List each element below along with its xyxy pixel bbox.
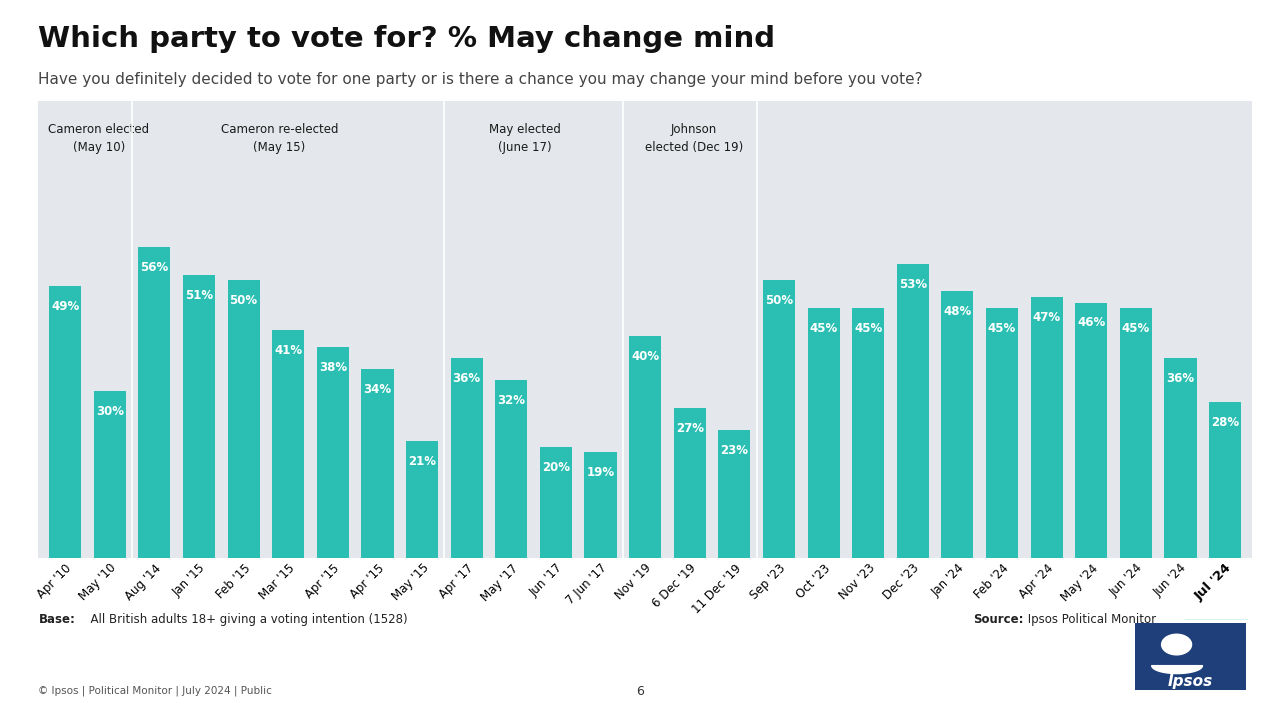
Text: 36%: 36% <box>1166 372 1194 385</box>
Bar <box>361 369 393 558</box>
Text: Ipsos: Ipsos <box>1167 674 1213 689</box>
FancyBboxPatch shape <box>1135 623 1245 690</box>
Text: 6 Dec '19: 6 Dec '19 <box>650 562 699 611</box>
Bar <box>585 452 617 558</box>
Polygon shape <box>1185 575 1248 619</box>
Bar <box>1030 297 1062 558</box>
Text: Dec '23: Dec '23 <box>881 562 922 603</box>
Bar <box>673 408 705 558</box>
Text: Apr '15: Apr '15 <box>303 562 342 600</box>
Bar <box>763 280 795 558</box>
Text: 50%: 50% <box>765 294 794 307</box>
Bar <box>495 380 527 558</box>
Text: Apr '17: Apr '17 <box>436 562 476 601</box>
Text: May '15: May '15 <box>389 562 431 603</box>
Text: 53%: 53% <box>899 277 927 290</box>
Bar <box>1210 402 1242 558</box>
Text: 41%: 41% <box>274 344 302 357</box>
Text: Cameron re-elected
(May 15): Cameron re-elected (May 15) <box>220 123 338 154</box>
Text: Which party to vote for? % May change mind: Which party to vote for? % May change mi… <box>38 25 776 53</box>
Text: Johnson
elected (Dec 19): Johnson elected (Dec 19) <box>645 123 744 154</box>
Bar <box>49 286 81 558</box>
Bar <box>852 308 884 558</box>
Text: 48%: 48% <box>943 305 972 318</box>
Text: 40%: 40% <box>631 350 659 363</box>
Text: 36%: 36% <box>453 372 481 385</box>
Text: Ipsos Political Monitor: Ipsos Political Monitor <box>1024 613 1156 626</box>
Bar <box>1075 302 1107 558</box>
Text: Jan '24: Jan '24 <box>929 562 966 599</box>
Text: 47%: 47% <box>1033 311 1061 324</box>
Text: 56%: 56% <box>141 261 169 274</box>
Text: Jan '15: Jan '15 <box>170 562 209 599</box>
Bar <box>451 358 483 558</box>
Text: 27%: 27% <box>676 422 704 435</box>
Bar <box>718 431 750 558</box>
Text: Jun '24: Jun '24 <box>1152 562 1189 599</box>
Text: Jul '24: Jul '24 <box>1193 562 1234 603</box>
Text: 34%: 34% <box>364 383 392 396</box>
Text: 45%: 45% <box>1121 322 1149 335</box>
Bar <box>1120 308 1152 558</box>
Text: Cameron elected
(May 10): Cameron elected (May 10) <box>49 123 150 154</box>
Text: Aug '14: Aug '14 <box>123 562 164 603</box>
Text: Feb '24: Feb '24 <box>972 562 1011 601</box>
Text: 51%: 51% <box>184 289 212 302</box>
Text: Sep '23: Sep '23 <box>748 562 788 602</box>
Text: 19%: 19% <box>586 467 614 480</box>
Bar <box>273 330 305 558</box>
Text: Base:: Base: <box>38 613 76 626</box>
Text: Apr '15: Apr '15 <box>347 562 387 600</box>
Text: 30%: 30% <box>96 405 124 418</box>
Bar <box>138 247 170 558</box>
Text: 23%: 23% <box>721 444 749 457</box>
Text: Mar '15: Mar '15 <box>257 562 297 602</box>
Text: 32%: 32% <box>498 394 525 407</box>
Text: May '17: May '17 <box>479 562 521 603</box>
Bar <box>808 308 840 558</box>
Text: Nov '23: Nov '23 <box>837 562 877 603</box>
Text: 38%: 38% <box>319 361 347 374</box>
Text: 50%: 50% <box>229 294 257 307</box>
Text: May '10: May '10 <box>77 562 119 603</box>
Text: Oct '23: Oct '23 <box>794 562 833 600</box>
Text: 49%: 49% <box>51 300 79 312</box>
Text: May '24: May '24 <box>1059 562 1101 603</box>
Text: 45%: 45% <box>809 322 837 335</box>
Text: 11 Dec '19: 11 Dec '19 <box>690 562 744 616</box>
Bar <box>540 447 572 558</box>
Bar <box>628 336 662 558</box>
Text: Jun '24: Jun '24 <box>1107 562 1146 599</box>
Text: All British adults 18+ giving a voting intention (1528): All British adults 18+ giving a voting i… <box>83 613 408 626</box>
Text: Apr '10: Apr '10 <box>36 562 74 600</box>
Text: 45%: 45% <box>988 322 1016 335</box>
Text: Jun '17: Jun '17 <box>527 562 564 599</box>
Text: 45%: 45% <box>854 322 882 335</box>
Text: 6: 6 <box>636 685 644 698</box>
Bar <box>897 264 929 558</box>
Text: Source:: Source: <box>973 613 1023 626</box>
Text: 21%: 21% <box>408 455 436 468</box>
Text: Have you definitely decided to vote for one party or is there a chance you may c: Have you definitely decided to vote for … <box>38 72 923 87</box>
Text: Apr '24: Apr '24 <box>1016 562 1056 601</box>
Circle shape <box>1162 634 1192 655</box>
Text: © Ipsos | Political Monitor | July 2024 | Public: © Ipsos | Political Monitor | July 2024 … <box>38 685 273 696</box>
Text: 28%: 28% <box>1211 416 1239 429</box>
Bar <box>941 292 974 558</box>
Bar <box>1165 358 1197 558</box>
Text: 7 Jun '17: 7 Jun '17 <box>564 562 609 607</box>
Text: Feb '15: Feb '15 <box>214 562 253 601</box>
Text: 46%: 46% <box>1076 316 1106 329</box>
Bar <box>228 280 260 558</box>
Bar <box>316 347 349 558</box>
Bar <box>406 441 438 558</box>
Bar <box>183 275 215 558</box>
Text: Nov '19: Nov '19 <box>613 562 654 603</box>
Bar <box>93 392 125 558</box>
Text: May elected
(June 17): May elected (June 17) <box>489 123 561 154</box>
Text: 20%: 20% <box>541 461 570 474</box>
Bar <box>986 308 1018 558</box>
